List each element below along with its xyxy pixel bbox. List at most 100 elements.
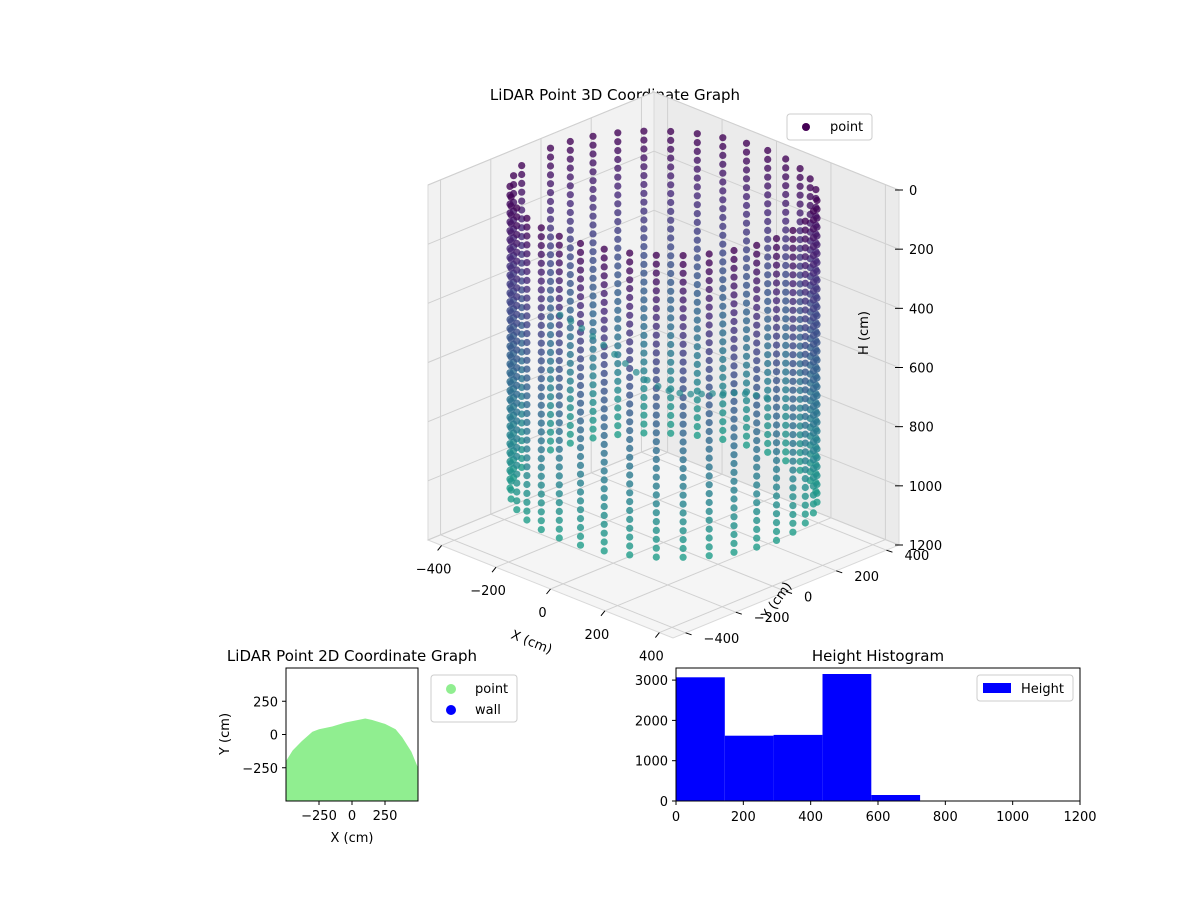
point-3d [772,483,781,491]
point-3d [730,380,738,388]
point-3d [652,429,660,437]
point-3d [589,185,597,194]
point-3d [576,532,585,541]
point-3d [546,206,555,214]
point-3d [513,293,521,301]
point-3d [537,224,545,232]
point-3d [753,490,761,498]
chart-3d-z-label: H (cm) [857,311,872,355]
point-3d [801,341,809,350]
point-3d [719,249,727,257]
point-3d [752,392,760,399]
point-3d [614,368,622,377]
point-3d [772,288,781,296]
point-3d [589,425,597,433]
point-3d [801,501,809,509]
point-3d [600,414,608,422]
point-3d [626,489,634,497]
point-3d [693,334,701,342]
point-3d [782,208,790,216]
point-3d [523,276,531,284]
point-3d [801,395,809,403]
point-3d [809,447,818,455]
point-3d [753,321,761,329]
point-3d [742,326,751,334]
point-3d [566,288,574,296]
point-3d [809,305,818,313]
point-3d [537,330,545,338]
point-3d [679,465,687,473]
point-3d [742,441,751,449]
point-3d [576,435,585,443]
point-3d [523,356,531,364]
point-3d [705,259,713,267]
point-3d [782,279,790,287]
point-3d [537,268,545,276]
point-3d [576,381,585,390]
point-3d [789,315,797,323]
point-3d [611,350,618,358]
point-3d [614,182,622,190]
point-3d [665,387,673,394]
point-3d [555,481,563,489]
point-3d [742,148,751,156]
point-3d [546,357,555,365]
point-3d [576,248,585,256]
point-3d [537,455,545,463]
point-3d [772,501,781,509]
point-3d [782,244,790,252]
point-3d [676,389,684,397]
point-3d [667,323,675,331]
point-3d [809,376,818,384]
point-3d [809,269,818,277]
point-3d [626,364,634,373]
point-3d [513,310,521,319]
point-3d [801,235,809,243]
point-3d [546,322,555,330]
point-3d [507,459,515,468]
point-3d [772,359,781,367]
point-3d [600,423,608,431]
point-3d [566,359,574,367]
point-3d [753,339,761,347]
point-3d [693,316,701,324]
point-3d [600,476,608,484]
point-3d [566,253,574,261]
point-3d [772,306,781,314]
point-3d [764,404,772,412]
point-3d [614,360,622,368]
y-tick-label: −200 [754,611,790,626]
point-3d [772,421,781,429]
point-3d [764,262,772,270]
chart-3d-points [506,127,821,561]
point-3d [640,189,648,197]
point-3d [507,309,515,317]
point-3d [693,147,701,155]
point-3d [537,304,545,312]
point-3d [523,472,531,480]
point-3d [753,250,761,258]
point-3d [626,533,634,541]
point-3d [753,241,761,249]
point-3d [705,339,713,347]
point-3d [589,150,597,158]
point-3d [742,201,751,210]
point-3d [730,326,738,334]
point-3d [772,235,781,243]
chart-histogram-x-ticks: 0 200 400 600 800 1000 1200 [672,801,1097,825]
point-3d [566,173,574,181]
point-3d [693,263,701,271]
point-3d [555,499,563,507]
point-3d [566,235,574,243]
point-3d [652,438,660,446]
point-3d [719,222,727,230]
point-3d [667,181,675,189]
point-3d [753,472,761,480]
point-3d [555,250,563,258]
point-3d [742,317,751,325]
point-3d [753,508,761,516]
point-3d [693,307,701,315]
point-3d [523,250,531,258]
point-3d [789,519,797,527]
point-3d [518,162,526,170]
